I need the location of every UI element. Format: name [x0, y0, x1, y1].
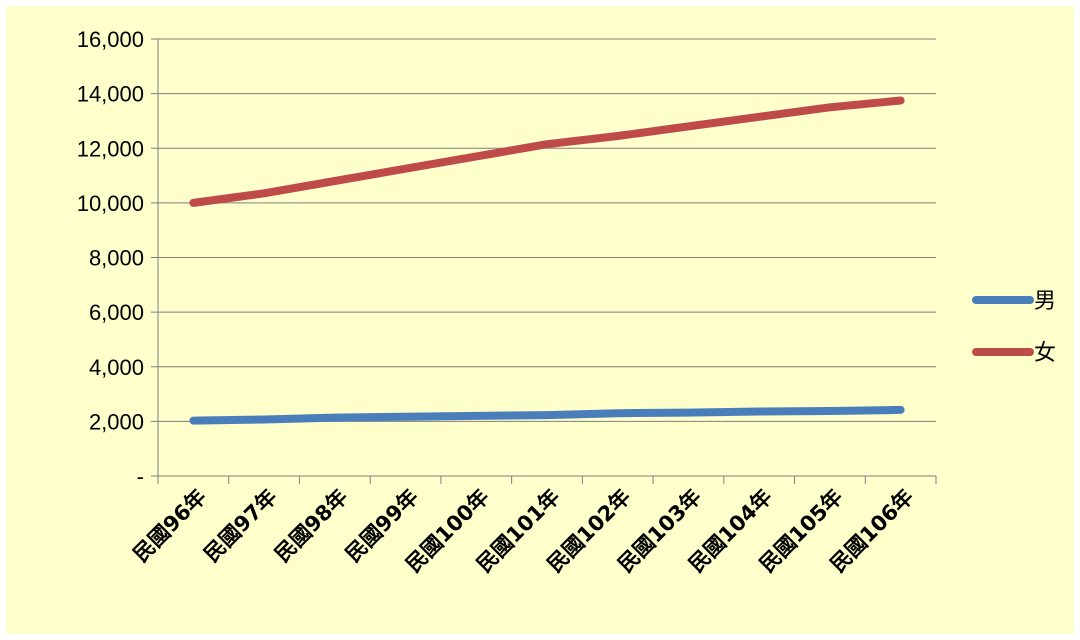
- series-line-1: [189, 96, 905, 207]
- series-line-0: [189, 405, 905, 425]
- x-tick-label: 民國96年: [129, 485, 211, 567]
- y-tick-label: 6,000: [89, 300, 144, 325]
- axes: [151, 38, 937, 484]
- x-tick-label: 民國98年: [270, 485, 352, 567]
- gridlines: [158, 38, 936, 422]
- legend-label: 男: [1034, 289, 1056, 314]
- y-tick-label: -: [137, 464, 144, 489]
- legend-label: 女: [1034, 341, 1056, 366]
- y-tick-label: 14,000: [77, 82, 144, 107]
- y-tick-label: 4,000: [89, 355, 144, 380]
- series-lines: [189, 96, 905, 425]
- y-tick-label: 2,000: [89, 409, 144, 434]
- y-tick-label: 10,000: [77, 191, 144, 216]
- chart-area: - 2,000 4,000 6,000 8,000 10,000 12,000 14,000 1…: [6, 6, 1074, 634]
- y-tick-label: 8,000: [89, 246, 144, 271]
- y-tick-label: 12,000: [77, 136, 144, 161]
- y-tick-label: 16,000: [77, 27, 144, 52]
- x-tick-label: 民國97年: [199, 485, 281, 567]
- line-chart: - 2,000 4,000 6,000 8,000 10,000 12,000 14,000 1…: [77, 27, 1056, 577]
- legend: 男女: [972, 289, 1056, 366]
